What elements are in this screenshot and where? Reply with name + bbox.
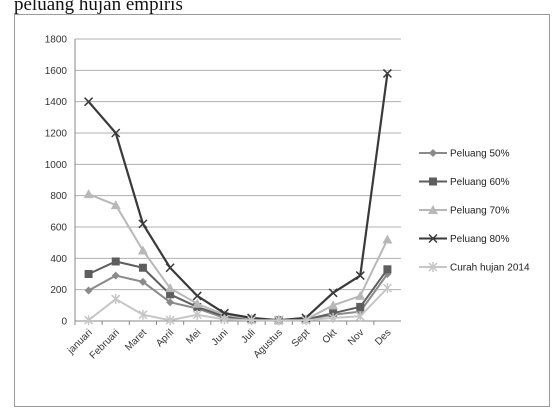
marker-stroke	[111, 128, 121, 138]
marker-stroke	[165, 263, 175, 273]
legend-marker	[428, 233, 438, 244]
series-3	[83, 189, 393, 325]
data-point	[192, 309, 202, 320]
data-point	[138, 219, 148, 229]
x-tick-label: April	[154, 327, 176, 349]
data-point	[355, 311, 365, 322]
x-tick-label: Sept	[290, 327, 312, 349]
data-point	[111, 271, 120, 280]
data-point	[192, 298, 203, 308]
marker-stroke	[382, 68, 392, 78]
x-tick-label: Juni	[210, 327, 231, 348]
data-point	[84, 315, 94, 326]
data-point	[192, 291, 202, 301]
x-tick-label: Mei	[184, 327, 203, 346]
series-line	[87, 287, 389, 322]
data-point	[138, 263, 147, 272]
data-point	[84, 286, 93, 295]
data-point	[138, 309, 148, 320]
data-point	[383, 265, 392, 274]
series-5	[84, 283, 392, 326]
caption-fragment: peluang hujan empiris	[14, 0, 183, 15]
legend-marker	[428, 205, 438, 214]
data-point	[355, 290, 366, 300]
data-point	[111, 294, 121, 305]
marker-stroke	[328, 288, 338, 298]
grid-layer	[75, 38, 401, 322]
series-4	[84, 68, 392, 325]
legend: Peluang 50% Peluang 60% Peluang 70% Peluang…	[419, 149, 530, 274]
y-tick-label: 200	[50, 285, 67, 296]
y-tick-label: 800	[50, 191, 67, 202]
legend-entry: Peluang 80%	[419, 233, 510, 245]
data-point	[219, 314, 229, 325]
data-point	[247, 315, 257, 326]
series-layer	[83, 68, 393, 326]
legend-entry: Peluang 50%	[419, 149, 510, 160]
legend-entry: Peluang 70%	[419, 205, 510, 217]
series-line	[88, 193, 389, 322]
chart-frame: 0 200 400 600 800 1000 1200 1400 1600 1800 januari…	[14, 14, 550, 407]
data-point	[138, 277, 147, 286]
data-point	[382, 283, 392, 294]
y-tick-label: 400	[50, 254, 67, 265]
line-chart: 020040060080010001200140016001800januari…	[45, 35, 530, 362]
x-tick-label: Okt	[320, 327, 339, 346]
y-tick-label: 1200	[45, 129, 68, 140]
legend-label: Peluang 80%	[450, 234, 510, 245]
marker-stroke	[428, 233, 438, 244]
marker-stroke	[84, 97, 94, 107]
y-tick-label: 1600	[45, 66, 68, 77]
legend-marker	[429, 149, 437, 157]
legend-marker	[429, 177, 437, 186]
data-point	[355, 271, 365, 281]
legend-marker	[428, 262, 438, 272]
legend-label: Peluang 50%	[450, 149, 510, 160]
y-tick-label: 600	[50, 223, 67, 234]
data-point	[356, 302, 365, 311]
x-tick-label: Nov	[346, 327, 366, 347]
data-point	[165, 315, 175, 326]
data-point	[110, 200, 121, 210]
data-point	[84, 97, 94, 107]
series-line	[87, 73, 389, 322]
data-point	[274, 315, 284, 326]
series-line	[88, 260, 389, 322]
marker-stroke	[138, 219, 148, 229]
data-point	[83, 189, 94, 199]
y-tick-label: 1000	[45, 160, 68, 171]
data-point	[165, 263, 175, 273]
data-point	[111, 257, 120, 266]
x-tick-label: Des	[373, 327, 393, 347]
marker-stroke	[355, 271, 365, 281]
y-tick-label: 1400	[45, 97, 68, 108]
legend-label: Peluang 60%	[450, 177, 510, 188]
legend-entry: Peluang 60%	[419, 177, 510, 188]
x-tick-label: Februari	[88, 327, 122, 361]
data-point	[166, 298, 175, 307]
marker-stroke	[192, 291, 202, 301]
data-point	[166, 290, 175, 299]
y-tick-label: 1800	[45, 35, 68, 46]
x-tick-label: Agustus	[252, 327, 285, 360]
data-point	[111, 128, 121, 138]
x-tick-label: Juli	[239, 327, 257, 345]
data-point	[382, 68, 392, 78]
legend-label: Curah hujan 2014	[450, 263, 530, 274]
legend-label: Peluang 70%	[450, 206, 510, 217]
x-tick-label: Maret	[123, 327, 149, 353]
y-tick-label: 0	[61, 317, 67, 328]
data-point	[165, 283, 176, 293]
legend-entry: Curah hujan 2014	[419, 262, 530, 274]
data-point	[84, 270, 93, 278]
data-point	[328, 312, 338, 323]
data-point	[328, 300, 339, 310]
data-point	[301, 315, 311, 326]
data-point	[328, 288, 338, 298]
data-point	[137, 245, 148, 255]
series-line	[88, 273, 389, 322]
data-point	[382, 234, 393, 244]
